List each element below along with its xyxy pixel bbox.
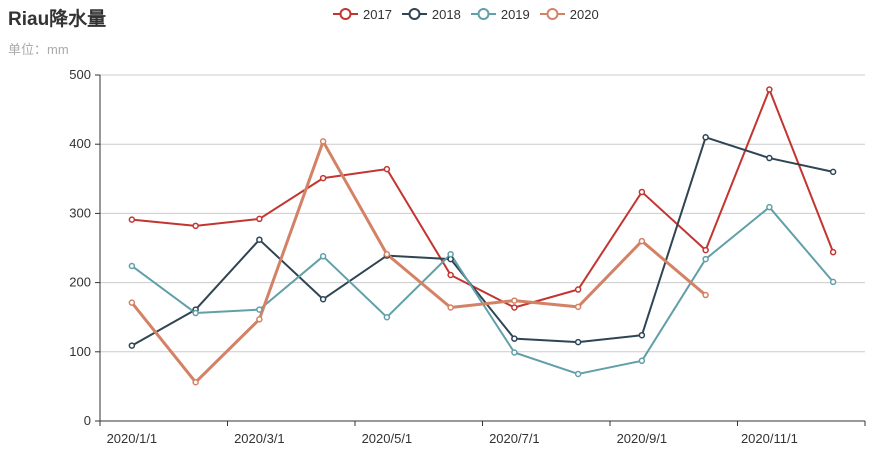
data-point-2017[interactable] [256, 215, 263, 223]
data-point-2017[interactable] [192, 222, 199, 230]
data-point-2019[interactable] [447, 250, 454, 258]
data-point-2019[interactable] [829, 278, 837, 286]
y-tick-label: 200 [69, 275, 91, 290]
legend-label: 2018 [431, 6, 461, 22]
legend-item-2020[interactable]: 2020 [539, 6, 599, 22]
data-point-2017[interactable] [638, 188, 646, 196]
data-point-2020[interactable] [511, 297, 518, 304]
data-point-2019[interactable] [638, 357, 646, 365]
data-point-2018[interactable] [829, 168, 837, 176]
data-point-2017[interactable] [574, 286, 582, 293]
series-line-2018 [131, 136, 834, 347]
data-point-2020[interactable] [128, 299, 136, 306]
data-point-2019[interactable] [256, 306, 263, 313]
data-point-2017[interactable] [511, 304, 518, 311]
axes: 0 100 200 300 400 500 2020/1/1 2020/3/1 2020/5/1… [69, 67, 866, 446]
x-tick-label: 2020/11/1 [741, 431, 798, 446]
legend-marker-icon [401, 8, 427, 20]
data-point-2020[interactable] [638, 237, 646, 245]
data-point-2019[interactable] [766, 203, 773, 211]
legend-marker-icon [470, 8, 496, 20]
x-tick-label: 2020/9/1 [617, 431, 668, 446]
data-point-2019[interactable] [128, 262, 136, 270]
data-point-2017[interactable] [702, 246, 709, 254]
legend-label: 2019 [500, 6, 530, 22]
data-point-2017[interactable] [383, 165, 391, 173]
data-point-2018[interactable] [766, 154, 773, 162]
x-tick-label: 2020/3/1 [234, 431, 285, 446]
gridlines [100, 74, 865, 353]
legend-label: 2020 [569, 6, 599, 22]
data-point-2019[interactable] [574, 370, 582, 378]
data-point-2017[interactable] [319, 174, 327, 182]
legend-marker-icon [333, 8, 358, 20]
data-point-2020[interactable] [319, 138, 327, 145]
legend-label: 2017 [363, 6, 392, 22]
data-point-2018[interactable] [574, 338, 582, 346]
data-point-2020[interactable] [574, 303, 582, 311]
data-point-2017[interactable] [447, 271, 454, 279]
data-point-2019[interactable] [319, 253, 327, 260]
x-tick-label: 2020/5/1 [362, 431, 413, 446]
data-point-2018[interactable] [702, 134, 709, 141]
data-point-2020[interactable] [447, 304, 454, 311]
data-point-2018[interactable] [128, 342, 136, 349]
data-point-2018[interactable] [638, 331, 646, 339]
chart-subtitle: 单位：mm [8, 42, 69, 57]
data-point-2017[interactable] [766, 86, 773, 93]
data-point-2019[interactable] [192, 309, 199, 317]
legend-item-2017[interactable]: 2017 [333, 7, 392, 22]
legend-marker-icon [539, 8, 565, 20]
y-tick-label: 0 [84, 413, 91, 428]
data-point-2018[interactable] [256, 236, 263, 243]
series-line-2020 [130, 139, 707, 384]
legend-item-2018[interactable]: 2018 [401, 6, 461, 22]
data-point-2020[interactable] [702, 291, 709, 299]
chart-title: Riau降水量 [8, 9, 107, 30]
data-point-2019[interactable] [383, 313, 391, 321]
legend-item-2019[interactable]: 2019 [470, 6, 530, 22]
data-point-2019[interactable] [511, 349, 518, 356]
data-point-2018[interactable] [511, 335, 518, 342]
data-point-2019[interactable] [702, 255, 709, 263]
series-lines [130, 88, 835, 384]
series-line-2017 [131, 88, 835, 309]
data-point-2018[interactable] [319, 295, 327, 303]
x-tick-label: 2020/1/1 [107, 431, 158, 446]
legend: 2017 2018 2019 2020 [333, 4, 609, 24]
data-point-2020[interactable] [383, 250, 391, 258]
data-point-2020[interactable] [192, 378, 199, 386]
data-point-2017[interactable] [829, 248, 837, 256]
y-tick-label: 300 [69, 205, 91, 220]
data-point-2017[interactable] [128, 216, 136, 223]
series-points [128, 86, 837, 386]
y-tick-label: 400 [69, 136, 91, 151]
y-tick-label: 100 [69, 344, 91, 359]
x-tick-label: 2020/7/1 [489, 431, 540, 446]
y-tick-label: 500 [69, 67, 91, 82]
data-point-2020[interactable] [256, 316, 263, 323]
